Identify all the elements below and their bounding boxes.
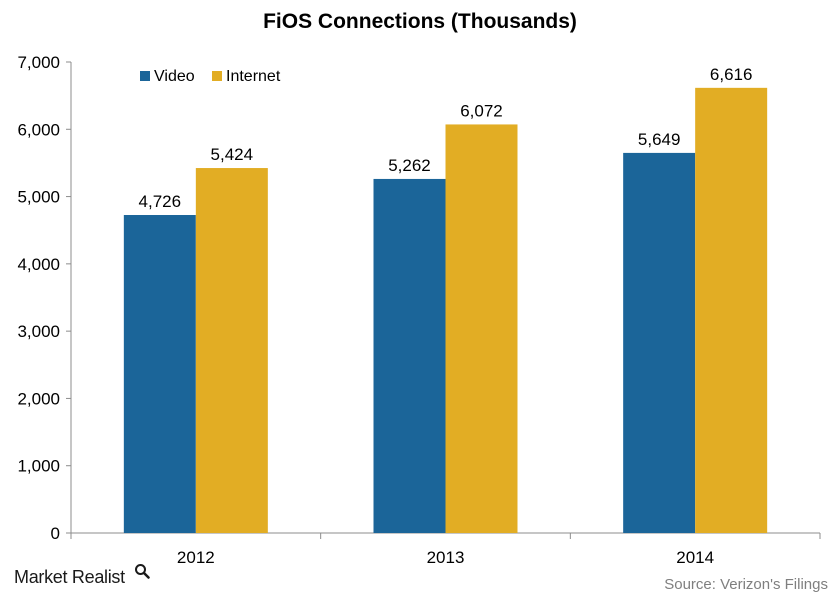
bar-video	[623, 152, 696, 533]
bar-internet	[195, 168, 268, 533]
legend-swatch	[212, 71, 222, 81]
chart-title: FiOS Connections (Thousands)	[263, 10, 577, 33]
y-tick-label: 6,000	[17, 120, 60, 139]
legend-swatch	[140, 71, 150, 81]
y-tick-label: 3,000	[17, 322, 60, 341]
bar-video	[373, 178, 446, 533]
data-label: 6,072	[460, 101, 503, 120]
y-tick-label: 5,000	[17, 188, 60, 207]
data-label: 5,424	[211, 145, 254, 164]
legend-label: Internet	[226, 68, 281, 85]
y-tick-label: 4,000	[17, 255, 60, 274]
legend-label: Video	[154, 68, 195, 85]
bar-video	[123, 215, 196, 533]
bar-internet	[695, 87, 768, 534]
data-label: 6,616	[710, 65, 753, 84]
y-tick-label: 0	[51, 524, 60, 543]
bar-internet	[445, 124, 518, 534]
magnifier-icon	[135, 564, 150, 579]
data-label: 5,649	[638, 130, 681, 149]
source-note: Source: Verizon's Filings	[664, 576, 828, 593]
brand-logo-text: Market Realist	[14, 567, 125, 587]
x-tick-label: 2013	[427, 548, 465, 567]
x-tick-label: 2014	[676, 548, 714, 567]
data-label: 5,262	[388, 156, 431, 175]
y-tick-label: 7,000	[17, 53, 60, 72]
y-tick-label: 1,000	[17, 457, 60, 476]
data-label: 4,726	[139, 192, 182, 211]
y-tick-label: 2,000	[17, 389, 60, 408]
x-tick-label: 2012	[177, 548, 215, 567]
